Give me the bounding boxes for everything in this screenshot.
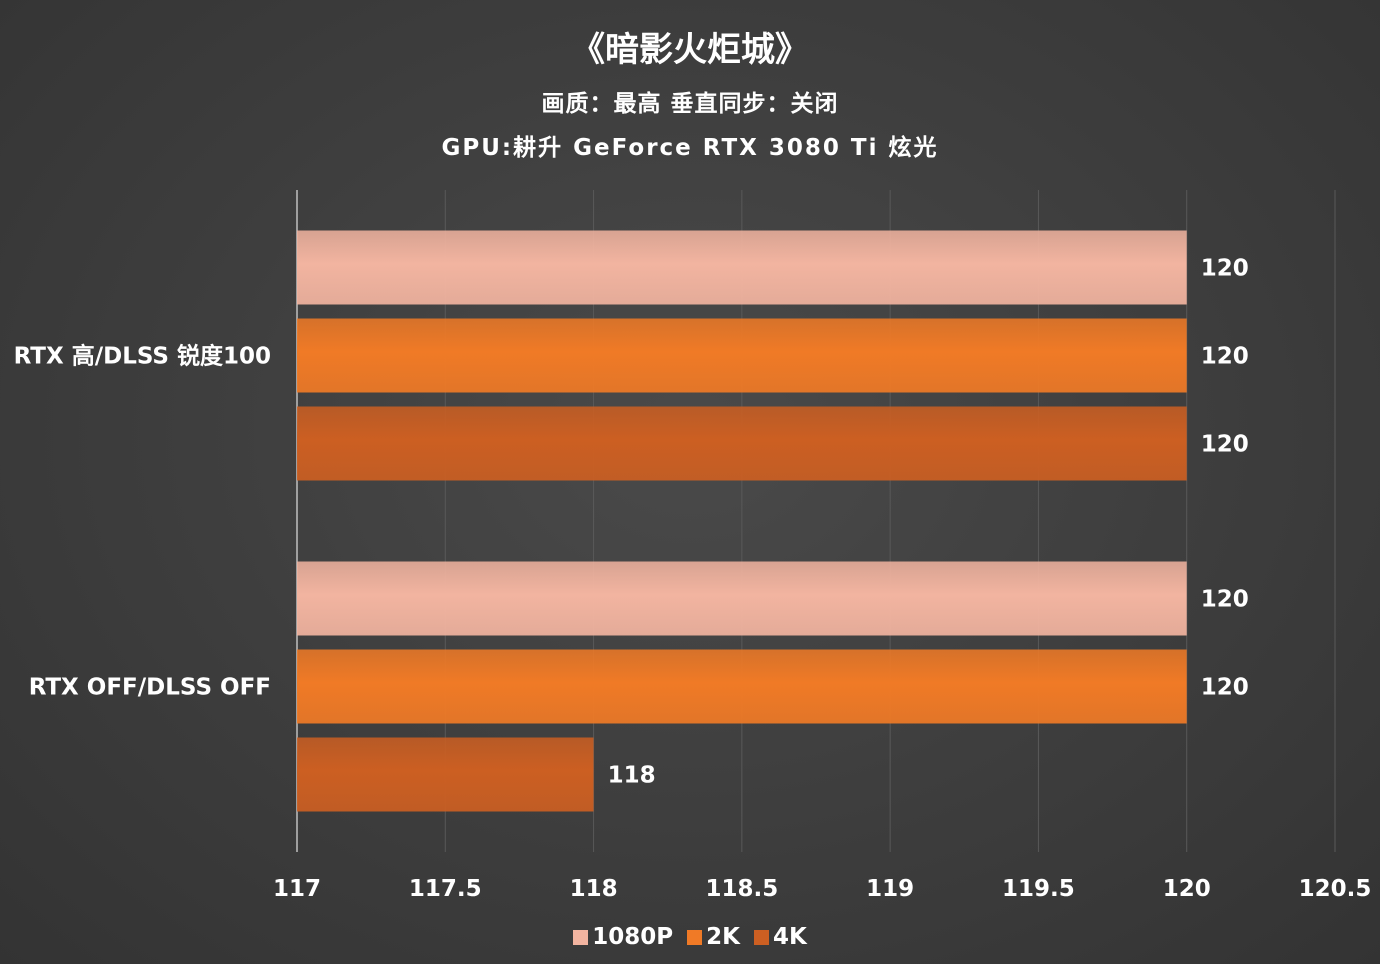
bar-1080p [297, 561, 1187, 636]
x-tick-label: 118.5 [705, 876, 778, 902]
category-label: RTX OFF/DLSS OFF [29, 675, 271, 701]
data-label: 120 [1201, 587, 1249, 613]
legend-swatch-4k [753, 929, 769, 945]
legend-label-4k: 4K [772, 924, 807, 950]
data-label: 118 [608, 763, 656, 789]
x-tick-label: 117 [273, 876, 321, 902]
x-tick-label: 119.5 [1002, 876, 1075, 902]
x-tick-label: 120 [1163, 876, 1211, 902]
x-tick-label: 120.5 [1299, 876, 1372, 902]
legend-item-2k: 2K [687, 924, 740, 950]
data-label: 120 [1201, 432, 1249, 458]
bar-2k [297, 318, 1187, 393]
x-tick-label: 119 [866, 876, 914, 902]
category-label: RTX 高/DLSS 锐度100 [14, 343, 271, 370]
legend-label-1080p: 1080P [592, 924, 674, 950]
bar-1080p [297, 230, 1187, 305]
legend-swatch-2k [687, 929, 703, 945]
bar-2k [297, 649, 1187, 724]
x-tick-label: 117.5 [409, 876, 482, 902]
data-label: 120 [1201, 344, 1249, 370]
data-label: 120 [1201, 256, 1249, 282]
chart-title: 《暗影火炬城》 [571, 30, 809, 70]
legend-item-4k: 4K [753, 924, 807, 950]
bar-4k [297, 406, 1187, 481]
chart-subtitle-gpu: GPU:耕升 GeForce RTX 3080 Ti 炫光 [441, 135, 939, 161]
chart-legend: 1080P 2K 4K [0, 924, 1380, 950]
bar-4k [297, 737, 594, 812]
x-tick-label: 118 [570, 876, 618, 902]
legend-swatch-1080p [573, 929, 589, 945]
chart-subtitle-settings: 画质：最高 垂直同步：关闭 [541, 91, 839, 117]
legend-label-2k: 2K [706, 924, 740, 950]
legend-item-1080p: 1080P [573, 924, 673, 950]
data-label: 120 [1201, 675, 1249, 701]
